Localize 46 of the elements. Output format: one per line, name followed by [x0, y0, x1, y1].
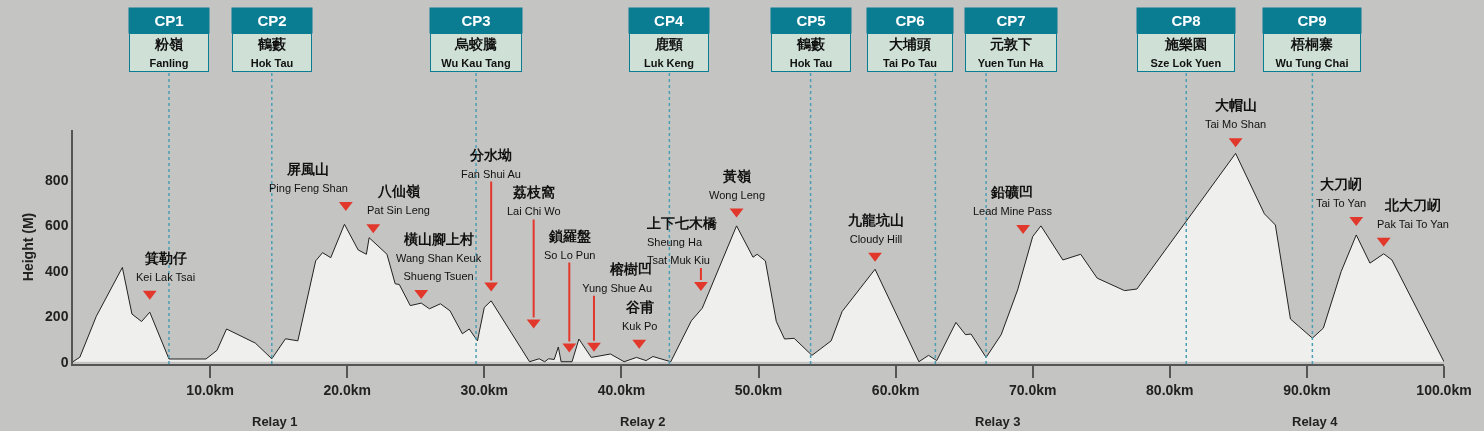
y-tick-label: 0 — [60, 353, 69, 370]
ref-line-label: CP3 烏蛟騰 Wu Kau Tang — [441, 12, 511, 70]
ref-line-label: CP9 梧桐寨 Wu Tung Chai — [1275, 12, 1349, 70]
x-tick-label: 30.0km — [460, 381, 509, 398]
annotation: 分水坳 Fan Shui Au — [461, 147, 521, 181]
ref-line-label: CP8 施樂園 Sze Lok Yuen — [1150, 12, 1222, 70]
text: Relay 1 — [252, 414, 298, 429]
annotation: 九龍坑山 Cloudy Hill — [847, 212, 904, 246]
text: Relay 2 — [620, 414, 666, 429]
annotation: 屏風山 Ping Feng Shan — [269, 161, 348, 195]
x-tick-label: 70.0km — [1008, 381, 1057, 398]
annotation: 橫山腳上村 Wang Shan Keuk Shueng Tsuen — [396, 231, 482, 283]
annotation: 谷甫 Kuk Po — [622, 299, 658, 333]
ref-line-label: CP1 粉嶺 Fanling — [149, 12, 189, 70]
text: Relay 4 — [1292, 414, 1339, 429]
ref-line-label: CP2 鶴藪 Hok Tau — [250, 12, 294, 70]
ref-line-label: CP5 鶴藪 Hok Tau — [789, 12, 833, 70]
x-tick-label: 20.0km — [323, 381, 371, 398]
annotation: 黃嶺 Wong Leng — [709, 168, 766, 202]
ref-line-label: CP4 鹿頸 Luk Keng — [643, 12, 695, 70]
annotation: 鎖羅盤 So Lo Pun — [544, 228, 596, 262]
annotation: 榕樹凹 Yung Shue Au — [582, 261, 652, 295]
x-tick-label: 100.0km — [1416, 381, 1472, 398]
annotation: 箕勒仔 Kei Lak Tsai — [136, 250, 196, 284]
x-tick-label: 40.0km — [597, 381, 646, 398]
ref-line-label: CP7 元敦下 Yuen Tun Ha — [977, 12, 1045, 70]
annotation: 大帽山 Tai Mo Shan — [1205, 97, 1267, 131]
x-tick-label: 10.0km — [186, 381, 234, 398]
x-tick-label: 50.0km — [734, 381, 783, 398]
annotation: 北大刀屻 Pak Tai To Yan — [1377, 197, 1449, 231]
point — [587, 342, 601, 352]
annotation: 八仙嶺 Pat Sin Leng — [367, 183, 430, 217]
text: Relay 3 — [975, 414, 1021, 429]
x-tick-label: 90.0km — [1283, 381, 1331, 398]
x-tick-label: 80.0km — [1146, 381, 1194, 398]
y-tick-label: 600 — [45, 217, 69, 234]
y-tick-label: 400 — [45, 262, 69, 279]
point — [868, 252, 882, 262]
y-tick-label: 800 — [45, 171, 69, 188]
annotation: 荔枝窩 Lai Chi Wo — [507, 184, 561, 218]
annotation: 大刀屻 Tai To Yan — [1316, 176, 1367, 210]
annotation: 鉛礦凹 Lead Mine Pass — [973, 184, 1053, 218]
y-tick-label: 200 — [45, 308, 69, 325]
x-tick-label: 60.0km — [871, 381, 920, 398]
y-axis-title: Height (M) — [20, 212, 37, 282]
ref-line-label: CP6 大埔頭 Tai Po Tau — [883, 12, 937, 70]
